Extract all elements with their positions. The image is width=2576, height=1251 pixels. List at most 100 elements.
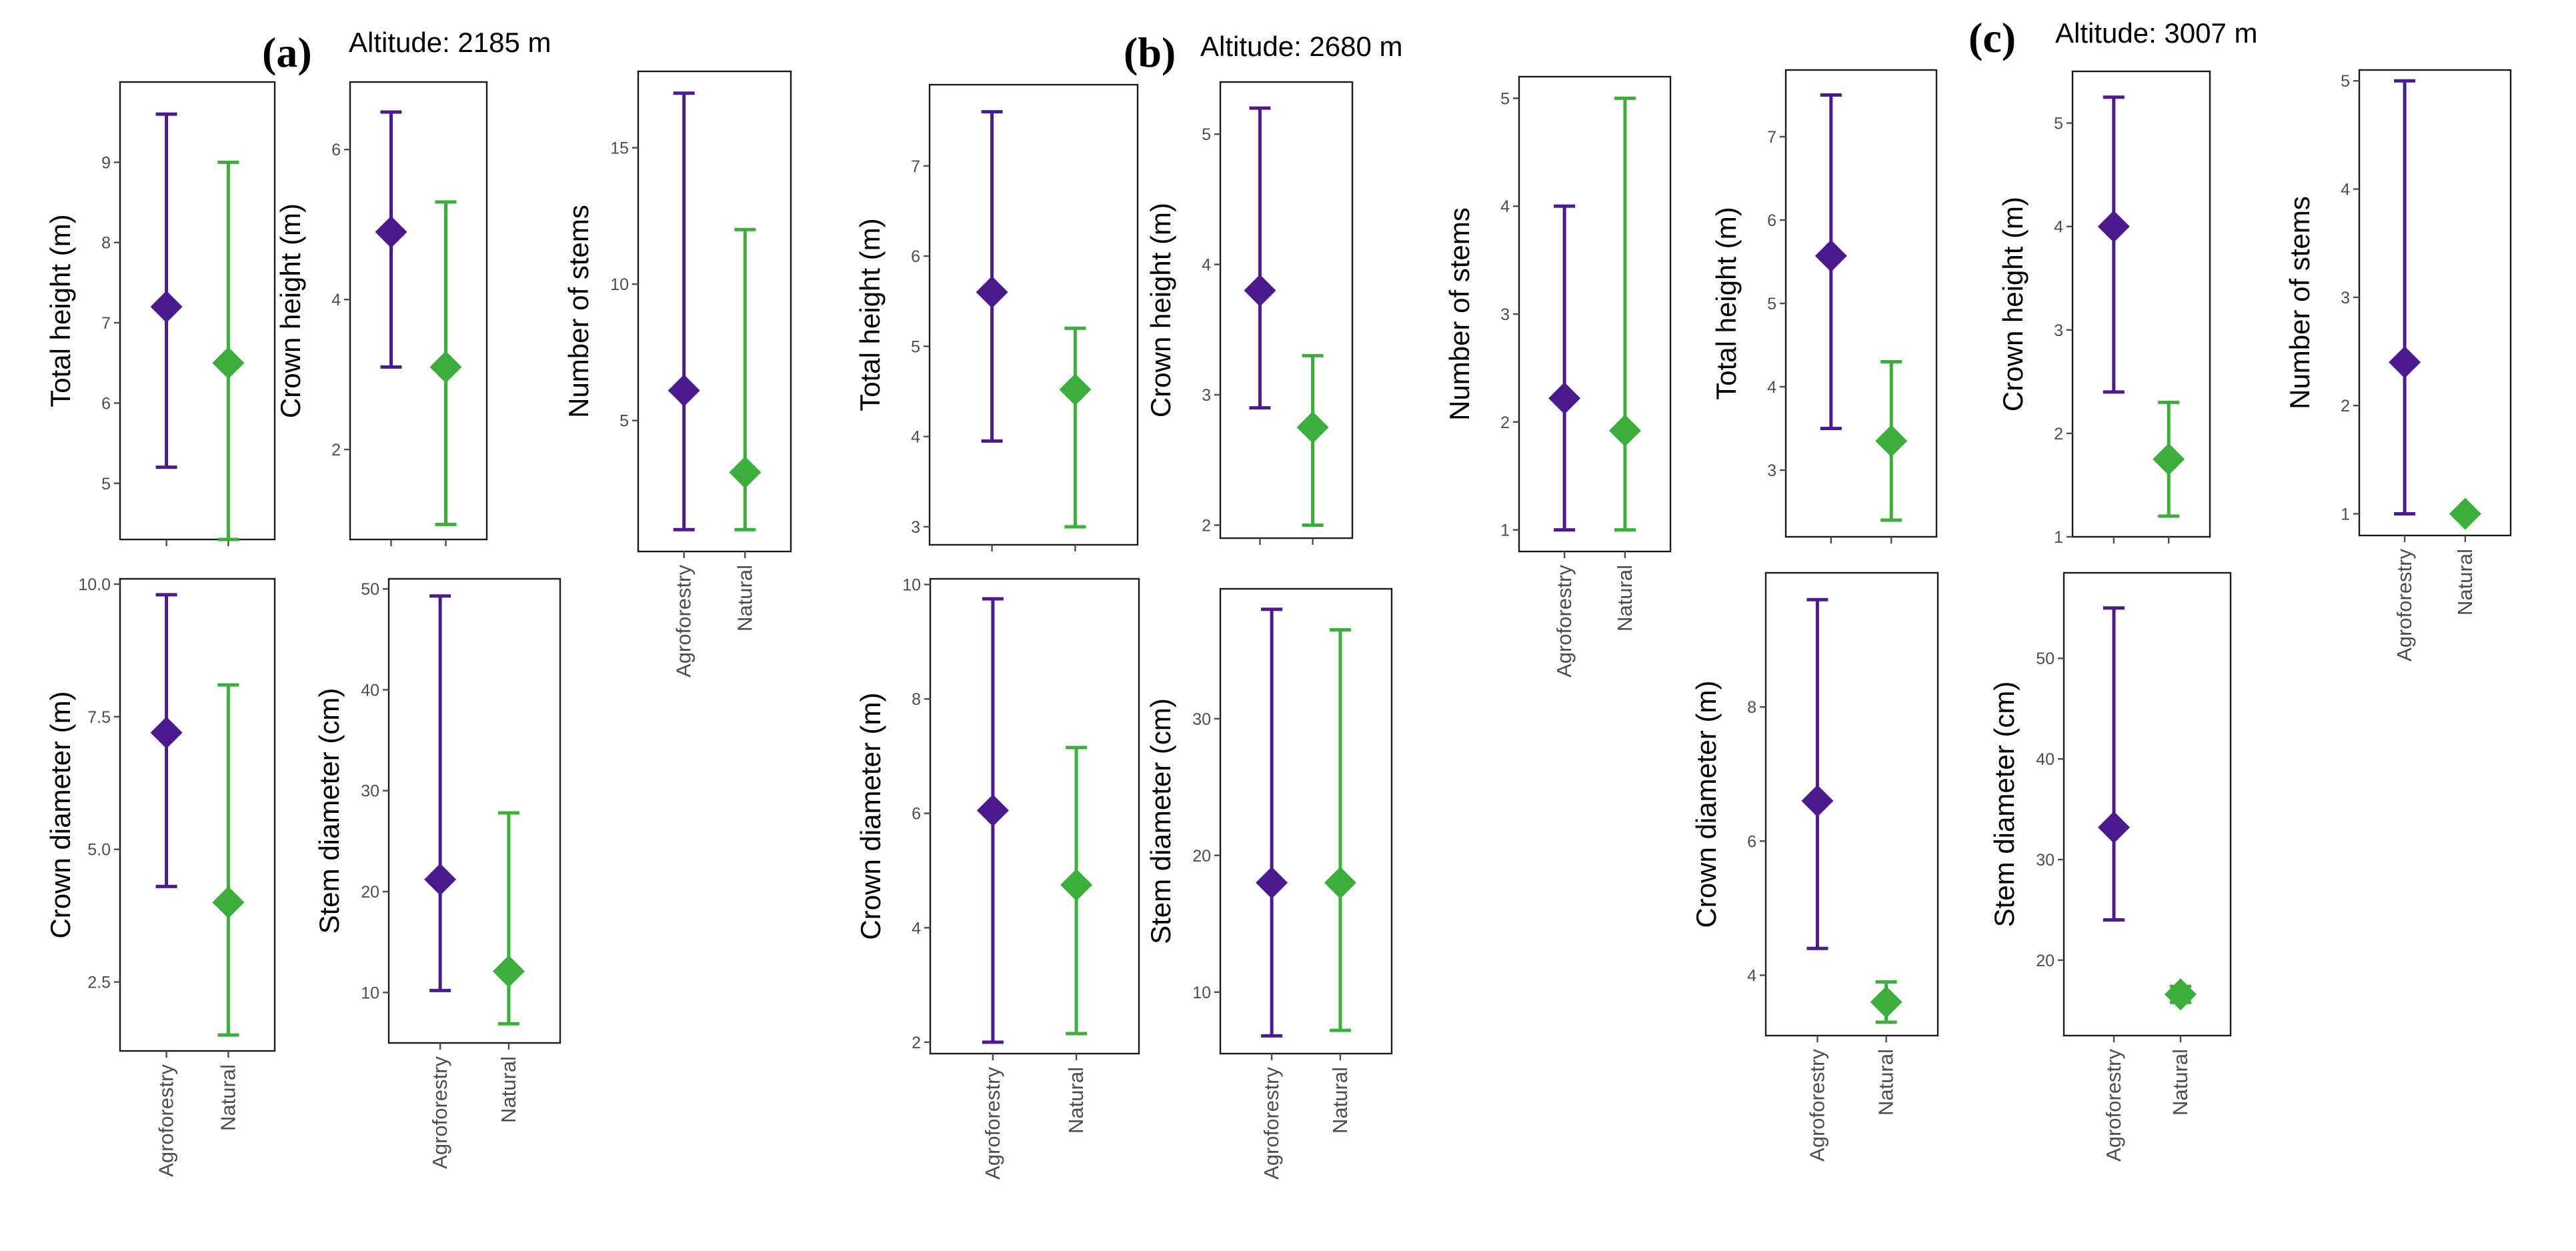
y-tick-label: 5 <box>911 337 920 356</box>
y-axis-label: Crown diameter (m) <box>1690 680 1722 928</box>
mean-marker <box>424 863 457 896</box>
y-tick-label: 6 <box>1767 211 1776 230</box>
x-category-label: Natural <box>733 565 756 632</box>
errorbar-agroforestry <box>976 110 1008 443</box>
mean-marker <box>1060 868 1093 901</box>
y-tick-label: 4 <box>2054 218 2063 237</box>
errorbar-agroforestry <box>1801 597 1834 950</box>
y-tick-label: 50 <box>2036 650 2055 668</box>
plot-frame <box>2071 70 2211 538</box>
chart-a-4: 10 20 30 40 50 Stem diameter (cm) Agroforestry… <box>313 577 561 1169</box>
mean-marker <box>2449 497 2481 530</box>
chart-c-14: 20 30 40 50 Stem diameter (cm) Agroforestry Na… <box>1989 571 2232 1162</box>
panel-headers: (a) Altitude: 2185 m (b) Altitude: 2680 … <box>262 14 2258 76</box>
y-axis-label: Number of stems <box>1444 207 1475 421</box>
chart-c-11: 1 2 3 4 5 Crown height (m) <box>1997 70 2211 547</box>
errorbar-agroforestry <box>150 593 183 888</box>
y-tick-label: 3 <box>1767 461 1776 480</box>
altitude-label-a: Altitude: 2185 m <box>349 27 551 58</box>
y-axis-label: Stem diameter (cm) <box>313 688 345 934</box>
y-tick-label: 40 <box>2036 750 2055 769</box>
y-axis-label: Total height (m) <box>45 214 76 407</box>
plot-frame <box>1219 81 1354 539</box>
mean-marker <box>2153 443 2185 475</box>
y-tick-label: 9 <box>101 153 111 172</box>
errorbar-natural <box>212 683 245 1037</box>
mean-marker <box>2165 978 2197 1011</box>
mean-marker <box>212 347 245 379</box>
y-tick-label: 4 <box>331 291 341 309</box>
chart-a-2: 5 10 15 Number of stems Agroforestry Natural <box>563 70 792 678</box>
panel-label-b: (b) <box>1124 29 1176 76</box>
plots: 5 6 7 8 9 Total height (m) 2 4 6 Crown height (m)… <box>45 69 2512 1180</box>
x-category-label: Natural <box>216 1064 239 1131</box>
y-tick-label: 2 <box>2054 425 2063 443</box>
y-tick-label: 5 <box>1202 125 1211 144</box>
y-tick-label: 1 <box>2341 505 2350 524</box>
y-axis-label: Crown diameter (m) <box>855 692 886 940</box>
y-tick-label: 8 <box>912 690 921 709</box>
y-tick-label: 6 <box>331 141 341 159</box>
y-tick-label: 10 <box>1192 984 1211 1002</box>
mean-marker <box>150 716 183 749</box>
x-category-label: Agroforestry <box>428 1056 451 1169</box>
y-tick-label: 4 <box>1500 197 1510 216</box>
y-tick-label: 2 <box>1500 413 1510 432</box>
y-axis-label: Crown height (m) <box>275 203 306 418</box>
y-tick-label: 20 <box>1192 847 1211 866</box>
chart-a-1: 2 4 6 Crown height (m) <box>275 81 488 546</box>
y-tick-label: 7 <box>1767 128 1776 147</box>
chart-b-5: 3 4 5 6 7 Total height (m) <box>854 83 1139 551</box>
y-tick-label: 5 <box>101 475 111 493</box>
chart-b-6: 2 3 4 5 Crown height (m) <box>1145 81 1354 545</box>
y-tick-label: 5 <box>2054 115 2063 133</box>
x-category-label: Agroforestry <box>981 1067 1004 1180</box>
y-axis-label: Stem diameter (cm) <box>1989 682 2020 928</box>
errorbar-natural <box>212 160 245 541</box>
errorbar-agroforestry <box>668 91 700 531</box>
panel-label-c: (c) <box>1969 14 2016 61</box>
y-tick-label: 3 <box>2054 321 2063 340</box>
plot-frame <box>2358 69 2512 537</box>
mean-marker <box>1875 425 1908 457</box>
errorbar-natural <box>2449 497 2481 530</box>
plot-frame <box>119 81 276 541</box>
y-tick-label: 3 <box>2341 289 2350 307</box>
x-category-label: Agroforestry <box>672 565 696 678</box>
chart-c-10: 3 4 5 6 7 Total height (m) <box>1710 69 1938 543</box>
y-axis-label: Number of stems <box>563 205 594 418</box>
errorbar-natural <box>1324 628 1356 1032</box>
y-tick-label: 30 <box>361 782 379 801</box>
x-category-label: Agroforestry <box>2393 549 2416 662</box>
y-tick-label: 6 <box>1747 832 1756 851</box>
y-axis-label: Crown height (m) <box>1145 203 1176 417</box>
y-tick-label: 6 <box>911 247 920 266</box>
x-category-label: Agroforestry <box>1805 1049 1828 1162</box>
y-tick-label: 4 <box>1767 378 1776 397</box>
x-category-label: Agroforestry <box>1260 1067 1283 1180</box>
errorbar-natural <box>1059 326 1092 529</box>
errorbar-agroforestry <box>150 112 183 469</box>
errorbar-agroforestry <box>1548 204 1581 532</box>
mean-marker <box>729 456 762 489</box>
mean-marker <box>1548 382 1581 415</box>
y-tick-label: 10.0 <box>78 575 111 594</box>
x-category-label: Natural <box>497 1056 520 1123</box>
errorbar-agroforestry <box>2098 606 2130 922</box>
mean-marker <box>2097 210 2130 243</box>
chart-b-9: 10 20 30 Stem diameter (cm) Agroforestry Natu… <box>1145 587 1393 1180</box>
y-tick-label: 15 <box>610 139 629 158</box>
y-tick-label: 10 <box>902 576 921 595</box>
chart-b-8: 2 4 6 8 10 Crown diameter (m) Agroforestry Natu… <box>855 576 1140 1180</box>
x-category-label: Natural <box>1613 565 1636 632</box>
x-category-label: Natural <box>1328 1067 1352 1134</box>
mean-marker <box>212 886 245 919</box>
y-tick-label: 30 <box>2036 851 2055 870</box>
y-tick-label: 3 <box>1202 386 1211 405</box>
y-tick-label: 30 <box>1192 710 1211 729</box>
errorbar-natural <box>429 200 462 527</box>
y-tick-label: 5 <box>1500 89 1510 108</box>
plot-frame <box>387 577 561 1044</box>
chart-b-7: 1 2 3 4 5 Number of stems Agroforestry Natural <box>1444 75 1672 678</box>
plot-frame <box>1219 587 1393 1055</box>
